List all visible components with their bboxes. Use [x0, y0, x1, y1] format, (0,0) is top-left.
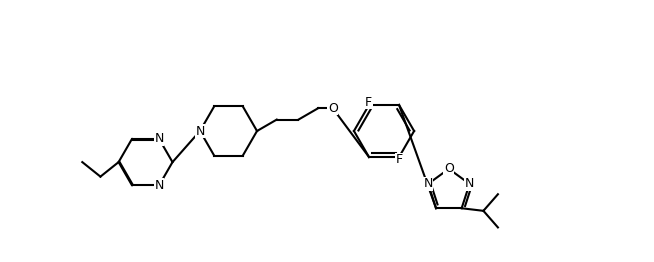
Text: N: N: [154, 132, 164, 145]
Text: O: O: [444, 162, 454, 175]
Text: N: N: [196, 124, 205, 138]
Text: F: F: [396, 153, 403, 166]
Text: F: F: [365, 96, 372, 109]
Text: N: N: [423, 177, 433, 190]
Text: N: N: [465, 177, 474, 190]
Text: N: N: [154, 179, 164, 192]
Text: O: O: [328, 102, 337, 115]
